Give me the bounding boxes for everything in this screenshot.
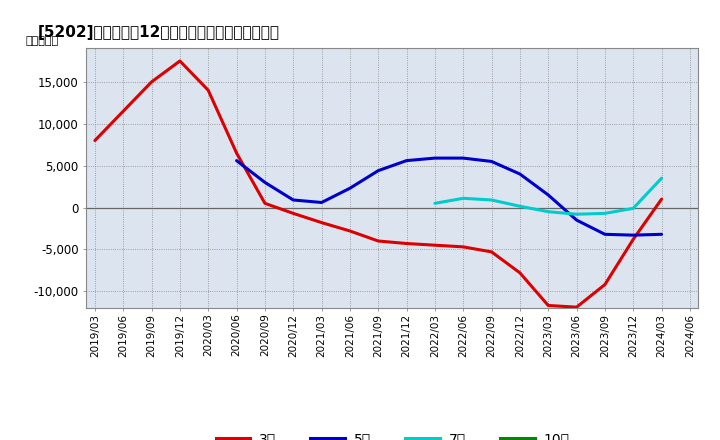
Text: （百万円）: （百万円） [25, 36, 58, 46]
Text: [5202]　経常利益12か月移動合計の平均値の推移: [5202] 経常利益12か月移動合計の平均値の推移 [37, 25, 279, 40]
Legend: 3年, 5年, 7年, 10年: 3年, 5年, 7年, 10年 [210, 426, 575, 440]
